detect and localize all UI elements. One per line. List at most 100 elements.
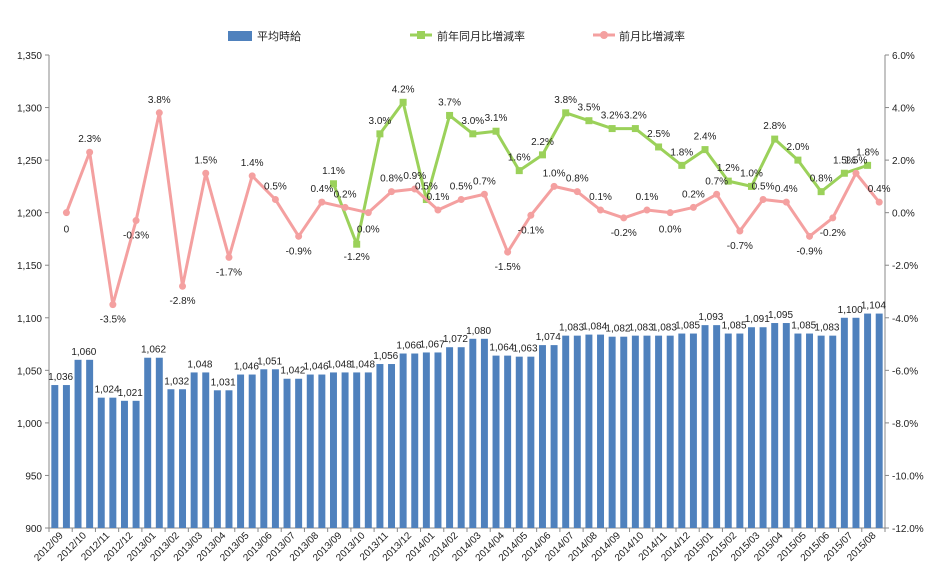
wage-bar: [306, 374, 314, 528]
wage-bar: [341, 372, 349, 528]
wage-bar: [504, 355, 512, 528]
mom-data-label: 0.2%: [682, 189, 705, 200]
wage-bar: [364, 372, 372, 528]
mom-point: [504, 248, 512, 256]
wage-data-label: 1,072: [443, 334, 468, 345]
legend-label-mom: 前月比増減率: [619, 29, 685, 43]
mom-point: [295, 232, 303, 240]
wage-data-label: 1,066: [396, 341, 421, 352]
yoy-point: [446, 111, 454, 119]
wage-bar: [51, 385, 59, 528]
yoy-point: [492, 127, 500, 135]
wage-data-label: 1,083: [652, 323, 677, 334]
wage-data-label: 1,060: [71, 347, 96, 358]
mom-data-label: 1.5%: [194, 155, 217, 166]
right-tick-label: -10.0%: [892, 471, 924, 482]
wage-data-label: 1,048: [327, 359, 352, 370]
wage-data-label: 1,024: [95, 385, 120, 396]
wage-bar: [62, 385, 70, 528]
wage-bar: [353, 372, 361, 528]
wage-bar: [469, 338, 477, 528]
wage-data-label: 1,091: [745, 314, 770, 325]
mom-data-label: 0.5%: [450, 182, 473, 193]
wage-bar: [97, 397, 105, 528]
mom-data-label: -2.8%: [169, 296, 195, 307]
wage-bar: [794, 333, 802, 528]
wage-data-label: 1,095: [768, 310, 793, 321]
yoy-point: [747, 182, 755, 190]
mom-point: [643, 206, 651, 214]
yoy-point: [585, 117, 593, 125]
wage-data-label: 1,048: [350, 359, 375, 370]
mom-point: [875, 198, 883, 206]
wage-data-label: 1,048: [187, 359, 212, 370]
yoy-point: [864, 161, 872, 169]
mom-point: [550, 182, 558, 190]
wage-bar: [782, 323, 790, 528]
wage-data-label: 1,085: [722, 321, 747, 332]
wage-bar: [167, 389, 175, 528]
wage-bar: [875, 313, 883, 528]
mom-data-label: 2.3%: [78, 134, 101, 145]
wage-bar: [213, 390, 221, 528]
mom-point: [109, 301, 117, 309]
yoy-data-label: 1.1%: [322, 166, 345, 177]
wage-bar: [550, 345, 558, 528]
wage-bar: [666, 335, 674, 528]
mom-data-label: 0.4%: [775, 184, 798, 195]
wage-bar: [515, 356, 523, 528]
mom-point: [271, 196, 279, 204]
mom-data-label: 0.7%: [473, 176, 496, 187]
mom-data-label: 0.7%: [705, 176, 728, 187]
wage-bar: [190, 372, 198, 528]
mom-point: [341, 203, 349, 211]
mom-data-label: 0.2%: [334, 189, 357, 200]
wage-data-label: 1,082: [605, 324, 630, 335]
yoy-data-label: 2.8%: [763, 121, 786, 132]
mom-point: [457, 196, 465, 204]
wage-bar: [202, 372, 210, 528]
legend-label-yoy: 前年同月比増減率: [437, 29, 525, 43]
yoy-point: [376, 130, 384, 138]
mom-data-label: -0.2%: [611, 228, 637, 239]
yoy-data-label: -1.2%: [344, 252, 370, 263]
wage-data-label: 1,064: [489, 343, 514, 354]
wage-data-label: 1,104: [861, 301, 886, 312]
wage-bar: [585, 334, 593, 528]
mom-point: [179, 282, 187, 290]
mom-data-label: 0.8%: [566, 174, 589, 185]
yoy-data-label: 3.0%: [369, 116, 392, 127]
wage-bar: [399, 353, 407, 528]
right-tick-label: -4.0%: [892, 314, 918, 325]
mom-data-label: 1.0%: [543, 168, 566, 179]
wage-data-label: 1,083: [629, 323, 654, 334]
wage-data-label: 1,021: [118, 388, 143, 399]
wage-data-label: 1,085: [791, 321, 816, 332]
left-tick-label: 1,050: [17, 366, 42, 377]
right-tick-label: -2.0%: [892, 261, 918, 272]
yoy-data-label: 3.7%: [438, 97, 461, 108]
yoy-point: [794, 156, 802, 164]
mom-point: [155, 109, 163, 117]
wage-bar: [295, 378, 303, 528]
mom-data-label: -1.7%: [216, 267, 242, 278]
yoy-point: [329, 180, 337, 188]
yoy-data-label: 3.0%: [461, 116, 484, 127]
wage-bar: [120, 400, 128, 528]
wage-bar: [631, 335, 639, 528]
mom-data-label: -0.9%: [796, 246, 822, 257]
mom-point: [736, 227, 744, 235]
mom-data-label: 3.8%: [148, 95, 171, 106]
wage-bar: [411, 353, 419, 528]
yoy-point: [538, 151, 546, 159]
wage-bar: [829, 335, 837, 528]
yoy-point: [608, 125, 616, 133]
mom-data-label: -0.9%: [286, 246, 312, 257]
mom-data-label: -3.5%: [100, 315, 126, 326]
wage-bar: [771, 323, 779, 528]
mom-data-label: -0.2%: [820, 228, 846, 239]
wage-bar: [759, 327, 767, 528]
right-tick-label: 0.0%: [892, 209, 915, 220]
